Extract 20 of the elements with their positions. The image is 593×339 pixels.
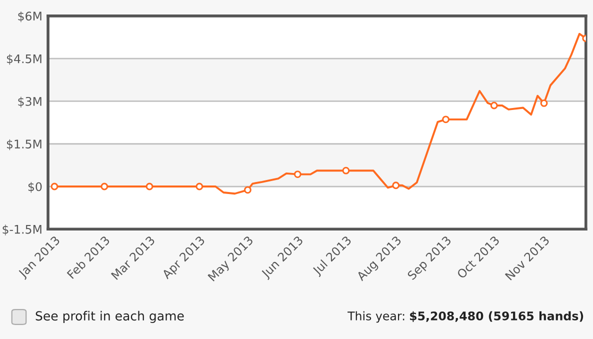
point xyxy=(100,182,108,190)
y-tick-label: $4.5M xyxy=(6,54,42,65)
point xyxy=(392,182,400,190)
text: See profit in each game xyxy=(36,310,184,324)
point xyxy=(490,102,498,110)
point xyxy=(442,116,450,124)
point xyxy=(342,166,350,174)
y-tick-label: $-1.5M xyxy=(2,224,42,236)
point xyxy=(540,100,548,107)
point xyxy=(50,182,58,190)
y-tick-label: $1.5M xyxy=(6,139,42,150)
text: $5,208,480 (59165 hands) xyxy=(410,311,584,322)
y-tick-label: $6M xyxy=(18,11,42,22)
y-tick-label: $0 xyxy=(28,182,42,193)
point xyxy=(294,170,302,178)
point xyxy=(146,182,154,190)
y-tick-label: $3M xyxy=(18,96,42,108)
point xyxy=(196,182,204,190)
text: This year: xyxy=(348,311,404,323)
point xyxy=(244,186,252,194)
